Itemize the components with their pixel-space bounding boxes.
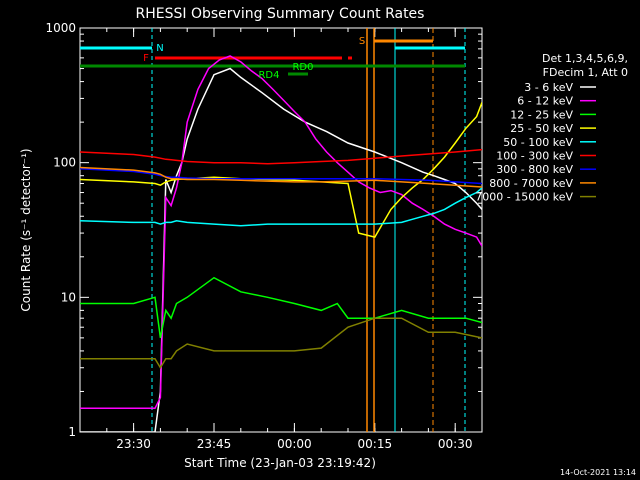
legend-entry-label: 6 - 12 keV — [517, 95, 573, 108]
x-tick-label: 23:30 — [116, 437, 151, 451]
y-tick-label: 10 — [61, 290, 76, 304]
legend-entry-label: 3 - 6 keV — [524, 81, 573, 94]
series-line-1 — [80, 55, 482, 410]
legend-entry-label: 800 - 7000 keV — [489, 177, 573, 190]
plot-frame — [79, 27, 483, 433]
x-tick-label: 00:00 — [277, 437, 312, 451]
instrument-overlays — [80, 28, 466, 432]
y-axis: 1 10 100 1000 — [45, 21, 482, 439]
overlay-label-s: S — [359, 36, 365, 47]
legend-entry-label: 7000 - 15000 keV — [475, 191, 573, 204]
series-line-4 — [80, 187, 482, 227]
overlay-label-n: N — [156, 43, 163, 54]
series-line-5 — [80, 148, 482, 165]
series-lines — [80, 55, 482, 432]
overlay-label-rd4: RD4 — [258, 70, 279, 81]
legend-entry-label: 12 - 25 keV — [510, 108, 573, 121]
overlay-label-f: F — [143, 53, 149, 64]
y-tick-label: 1000 — [45, 21, 76, 35]
x-tick-label: 23:45 — [197, 437, 232, 451]
x-axis: 23:30 23:45 00:00 00:15 00:30 — [79, 28, 483, 451]
chart-title: RHESSI Observing Summary Count Rates — [136, 6, 425, 22]
series-line-8 — [80, 317, 482, 370]
legend: Det 1,3,4,5,6,9, FDecim 1, Att 0 3 - 6 k… — [475, 52, 628, 204]
legend-entry-label: 100 - 300 keV — [496, 150, 573, 163]
y-tick-label: 1 — [68, 425, 76, 439]
legend-header-1: Det 1,3,4,5,6,9, — [542, 52, 628, 65]
x-tick-label: 00:15 — [358, 437, 393, 451]
overlay-labels: NF RD0 RD4 S — [143, 36, 365, 81]
series-line-3 — [80, 102, 482, 238]
legend-header-2: FDecim 1, Att 0 — [543, 66, 628, 79]
timestamp: 14-Oct-2021 13:14 — [560, 468, 636, 477]
overlay-label-rd0: RD0 — [292, 62, 313, 73]
x-tick-label: 00:30 — [438, 437, 473, 451]
series-line-2 — [80, 276, 482, 339]
legend-entry-label: 50 - 100 keV — [503, 136, 573, 149]
legend-entry-label: 25 - 50 keV — [510, 122, 573, 135]
series-line-7 — [80, 166, 482, 188]
legend-entry-label: 300 - 800 keV — [496, 163, 573, 176]
y-axis-label: Count Rate (s⁻¹ detector⁻¹) — [19, 148, 33, 311]
series-line-0 — [80, 67, 482, 432]
x-axis-label: Start Time (23-Jan-03 23:19:42) — [184, 456, 376, 470]
y-tick-label: 100 — [53, 156, 76, 170]
series-line-6 — [80, 168, 482, 185]
